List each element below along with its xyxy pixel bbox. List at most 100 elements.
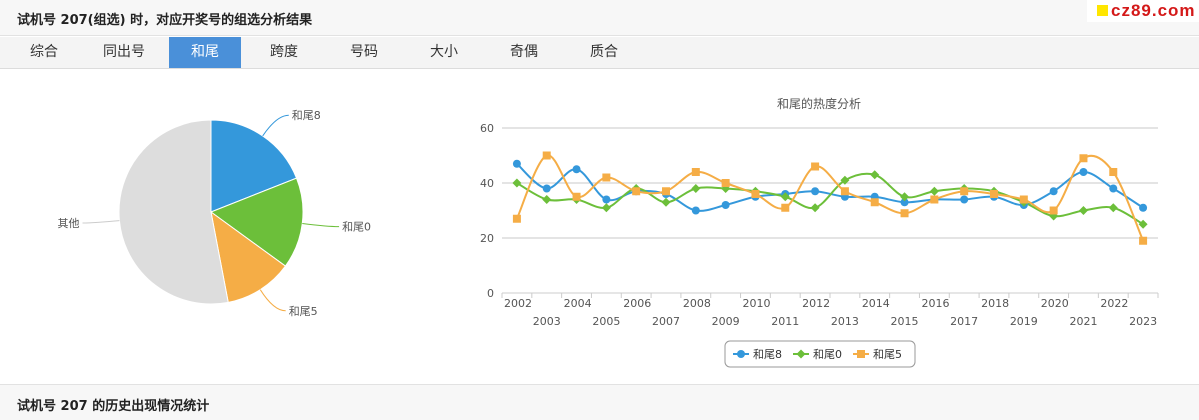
x-tick-label: 2015 — [891, 315, 919, 328]
chart-title: 和尾的热度分析 — [777, 96, 861, 111]
data-point[interactable] — [721, 201, 730, 209]
data-point[interactable] — [811, 162, 820, 171]
legend-label[interactable]: 和尾0 — [813, 348, 842, 361]
data-point[interactable] — [960, 195, 969, 204]
data-point[interactable] — [929, 186, 939, 196]
data-point[interactable] — [1138, 219, 1148, 229]
pie-connector — [262, 114, 289, 137]
data-point[interactable] — [512, 214, 521, 223]
tab-summary[interactable]: 综合 — [30, 44, 58, 60]
data-point[interactable] — [1019, 195, 1028, 204]
data-point[interactable] — [840, 187, 849, 196]
history-section-header: 试机号 207 的历史出现情况统计 — [0, 384, 1199, 420]
tab-number[interactable]: 号码 — [350, 44, 378, 60]
history-title: 试机号 207 的历史出现情况统计 — [17, 399, 210, 414]
data-point[interactable] — [811, 187, 820, 196]
data-point[interactable] — [781, 203, 790, 212]
data-point[interactable] — [1109, 168, 1118, 176]
data-point[interactable] — [840, 175, 850, 185]
data-point[interactable] — [870, 170, 880, 180]
data-point[interactable] — [512, 159, 521, 168]
series-line — [516, 162, 1144, 212]
y-tick-label: 0 — [487, 287, 494, 300]
data-point[interactable] — [691, 184, 701, 193]
data-point[interactable] — [1079, 168, 1088, 176]
data-point[interactable] — [691, 168, 700, 176]
brand-text: cz89.com — [1111, 1, 1196, 20]
x-tick-label: 2016 — [921, 297, 949, 310]
data-point[interactable] — [1139, 203, 1148, 212]
x-tick-label: 2020 — [1041, 297, 1069, 310]
x-tick-label: 2014 — [862, 297, 890, 310]
legend-label[interactable]: 和尾5 — [873, 348, 902, 361]
data-point[interactable] — [542, 195, 552, 204]
data-point[interactable] — [601, 203, 611, 213]
x-tick-label: 2017 — [950, 315, 978, 328]
data-point[interactable] — [661, 197, 671, 207]
pie-slice-label: 和尾5 — [289, 305, 318, 318]
data-point[interactable] — [572, 165, 581, 174]
tab-prime-comp[interactable]: 质合 — [590, 44, 618, 60]
legend-marker[interactable] — [796, 349, 806, 359]
tab-odd-even[interactable]: 奇偶 — [510, 44, 538, 60]
x-tick-label: 2005 — [592, 315, 620, 328]
data-point[interactable] — [900, 198, 909, 207]
data-point[interactable] — [632, 187, 641, 196]
data-point[interactable] — [900, 192, 910, 202]
data-point[interactable] — [572, 192, 581, 201]
y-tick-label: 60 — [480, 122, 494, 135]
data-point[interactable] — [1049, 206, 1058, 215]
pie-slice[interactable] — [118, 119, 229, 305]
data-point[interactable] — [1078, 206, 1088, 215]
x-tick-label: 2011 — [771, 315, 799, 328]
y-tick-label: 40 — [480, 177, 494, 190]
data-point[interactable] — [900, 209, 909, 218]
data-point[interactable] — [602, 195, 611, 204]
line-chart: 和尾的热度分析 02040602002200320042005200620072… — [480, 96, 1159, 368]
data-point[interactable] — [542, 151, 551, 160]
data-point[interactable] — [662, 187, 670, 196]
data-point[interactable] — [990, 190, 998, 198]
data-point[interactable] — [1079, 154, 1088, 163]
data-point[interactable] — [1109, 184, 1118, 193]
legend-marker[interactable] — [857, 350, 865, 358]
data-point[interactable] — [1139, 236, 1148, 245]
data-point[interactable] — [512, 178, 522, 188]
result-section-header: 试机号 207(组选) 时，对应开奖号的组选分析结果 — [0, 0, 1199, 36]
pie-slice-label: 和尾8 — [292, 109, 321, 122]
data-point[interactable] — [870, 198, 879, 207]
data-point[interactable] — [691, 206, 700, 215]
brand-square-icon — [1097, 5, 1108, 16]
pie-connector — [82, 220, 120, 224]
data-point[interactable] — [1049, 187, 1058, 196]
data-point[interactable] — [810, 203, 820, 213]
x-tick-label: 2006 — [623, 297, 651, 310]
legend-label[interactable]: 和尾8 — [753, 348, 782, 361]
pie-connector — [259, 289, 286, 312]
data-point[interactable] — [542, 184, 551, 193]
brand-logo[interactable]: cz89.com — [1087, 0, 1199, 22]
pie-slice[interactable] — [209, 177, 304, 267]
data-point[interactable] — [721, 179, 730, 187]
series-line — [516, 172, 1144, 226]
data-point[interactable] — [751, 190, 760, 198]
x-tick-label: 2003 — [533, 315, 561, 328]
tab-span[interactable]: 跨度 — [270, 44, 298, 60]
x-tick-label: 2022 — [1100, 297, 1128, 310]
data-point[interactable] — [602, 173, 611, 182]
tab-bar: 综合 同出号 和尾 跨度 号码 大小 奇偶 质合 — [0, 37, 1199, 69]
pie-connector — [302, 223, 340, 228]
data-point[interactable] — [930, 195, 939, 204]
pie-slice-label: 和尾0 — [342, 221, 371, 234]
legend-marker[interactable] — [737, 350, 745, 358]
data-point[interactable] — [1108, 203, 1118, 213]
tab-big-small[interactable]: 大小 — [430, 44, 458, 60]
pie-slice[interactable] — [210, 119, 298, 213]
tab-same-out[interactable]: 同出号 — [103, 44, 145, 60]
pie-slice[interactable] — [210, 210, 287, 303]
data-point[interactable] — [780, 192, 790, 202]
data-point[interactable] — [960, 187, 969, 196]
tab-sum-tail[interactable]: 和尾 — [169, 37, 241, 68]
section-title: 试机号 207(组选) 时，对应开奖号的组选分析结果 — [17, 13, 313, 28]
x-tick-label: 2007 — [652, 315, 680, 328]
